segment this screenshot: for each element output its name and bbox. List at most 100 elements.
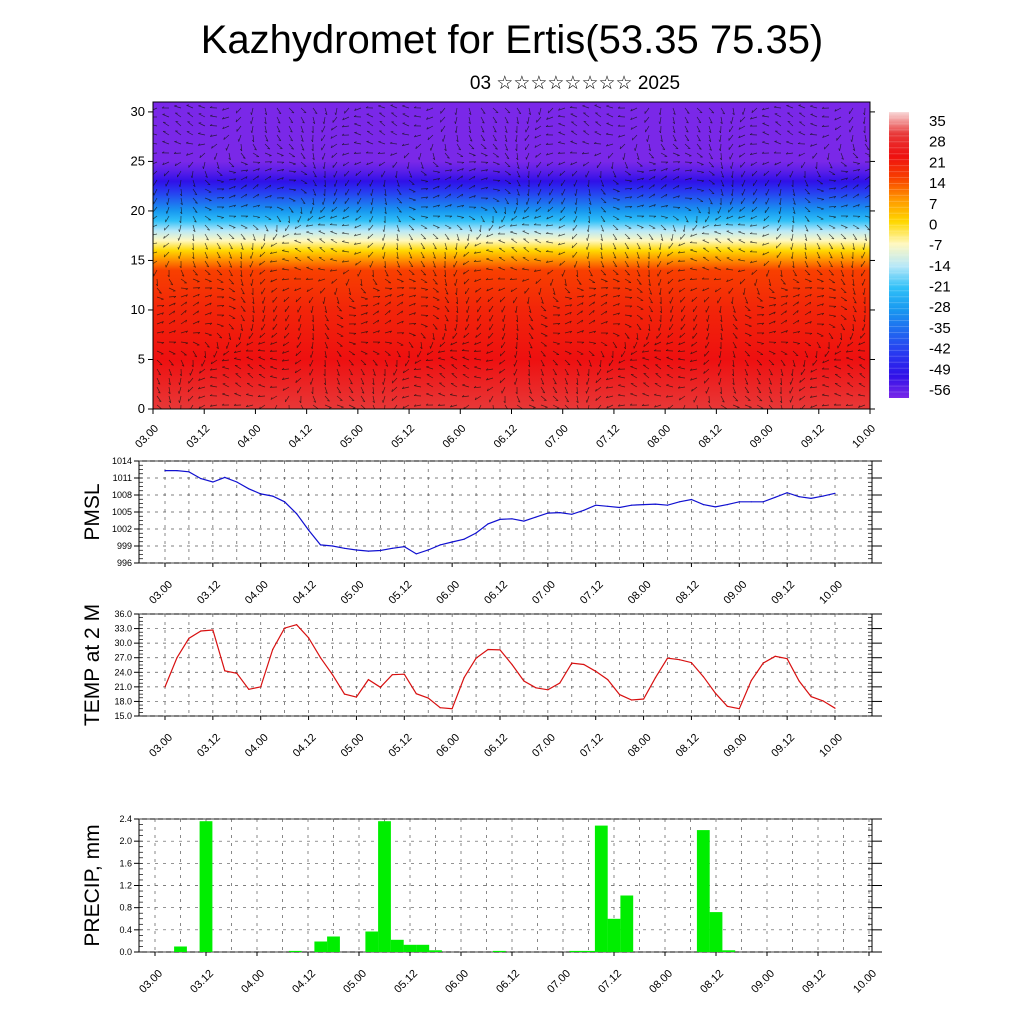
- wind-arrow: [240, 269, 243, 277]
- wind-barb: [809, 294, 812, 297]
- wind-arrow: [575, 188, 578, 196]
- wind-barb: [645, 337, 648, 340]
- wind-arrow: [300, 152, 306, 159]
- wind-barb: [588, 211, 591, 215]
- colorbar-label: -28: [929, 299, 951, 316]
- wind-arrow: [444, 204, 452, 208]
- data-point: [260, 686, 262, 688]
- wind-arrow: [828, 314, 836, 317]
- wind-arrow: [744, 395, 751, 401]
- wind-barb: [454, 328, 456, 331]
- wind-barb: [834, 352, 837, 355]
- wind-barb: [312, 157, 315, 161]
- wind-arrow: [750, 161, 758, 166]
- wind-arrow: [528, 107, 531, 115]
- wind-barb: [687, 147, 691, 150]
- wind-arrow: [540, 368, 544, 376]
- wind-barb: [327, 400, 330, 402]
- wind-barb: [229, 265, 232, 268]
- wind-barb: [588, 202, 592, 205]
- wind-arrow: [489, 323, 494, 331]
- wind-arrow: [188, 395, 194, 402]
- wind-arrow: [668, 242, 674, 249]
- wind-arrow: [562, 269, 566, 277]
- wind-barb: [763, 218, 765, 221]
- wind-arrow: [305, 278, 314, 280]
- wind-barb: [527, 184, 530, 188]
- wind-barb: [749, 325, 752, 328]
- wind-barb: [763, 173, 765, 176]
- wind-barb: [449, 204, 452, 207]
- wind-barb: [221, 217, 224, 219]
- wind-barb: [750, 163, 753, 166]
- wind-barb: [191, 364, 194, 368]
- wind-arrow: [852, 143, 856, 151]
- wind-barb: [558, 242, 561, 246]
- wind-arrow: [323, 161, 326, 169]
- wind-barb: [841, 247, 845, 250]
- wind-barb: [641, 215, 645, 218]
- wind-barb: [804, 238, 808, 241]
- wind-arrow: [696, 179, 704, 182]
- wind-barb: [461, 168, 464, 171]
- wind-barb: [398, 193, 402, 195]
- wind-barb: [355, 262, 357, 266]
- wind-barb: [618, 384, 621, 386]
- wind-barb: [281, 367, 285, 370]
- wind-arrow: [336, 395, 343, 401]
- data-point: [666, 657, 669, 659]
- wind-arrow: [684, 107, 690, 114]
- wind-barb: [414, 361, 417, 364]
- wind-arrow: [392, 161, 398, 168]
- wind-arrow: [768, 330, 776, 334]
- wind-arrow: [834, 107, 842, 112]
- wind-barb: [402, 395, 405, 399]
- wind-barb: [594, 153, 597, 157]
- wind-barb: [658, 328, 660, 331]
- wind-arrow: [228, 296, 236, 301]
- wind-arrow: [252, 296, 255, 304]
- wind-arrow: [574, 260, 578, 268]
- precip-bar: [582, 950, 595, 952]
- wind-arrow: [738, 259, 746, 262]
- wind-arrow: [513, 368, 518, 376]
- wind-arrow: [571, 130, 578, 136]
- wind-barb: [218, 265, 222, 268]
- wind-barb: [867, 229, 870, 231]
- wind-barb: [479, 229, 481, 233]
- wind-arrow: [534, 134, 542, 139]
- wind-arrow: [384, 188, 387, 196]
- wind-barb: [440, 119, 442, 123]
- wind-arrow: [414, 134, 422, 138]
- wind-arrow: [297, 215, 302, 223]
- wind-arrow: [564, 386, 569, 394]
- wind-arrow: [321, 143, 326, 151]
- wind-barb: [323, 184, 326, 188]
- wind-arrow: [270, 341, 278, 345]
- colorbar-label: -56: [929, 382, 951, 399]
- wind-barb: [677, 207, 681, 209]
- wind-arrow: [300, 188, 307, 194]
- wind-barb: [546, 152, 549, 156]
- wind-barb: [781, 410, 783, 412]
- wind-arrow: [489, 395, 494, 403]
- wind-arrow: [570, 113, 578, 118]
- x-tick-label: 09.00: [748, 423, 776, 451]
- wind-arrow: [228, 251, 233, 259]
- wind-barb: [461, 193, 464, 197]
- wind-barb: [361, 382, 365, 385]
- wind-arrow: [600, 269, 607, 276]
- wind-barb: [605, 294, 608, 297]
- precip-bar: [569, 950, 583, 952]
- wind-barb: [569, 106, 573, 108]
- wind-arrow: [192, 251, 195, 259]
- wind-barb: [498, 226, 501, 229]
- wind-barb: [818, 265, 822, 268]
- wind-arrow: [296, 341, 302, 348]
- wind-arrow: [432, 287, 439, 293]
- wind-arrow: [414, 376, 422, 379]
- wind-arrow: [657, 269, 662, 277]
- wind-barb: [672, 121, 675, 125]
- wind-barb: [526, 121, 529, 125]
- wind-barb: [218, 256, 221, 259]
